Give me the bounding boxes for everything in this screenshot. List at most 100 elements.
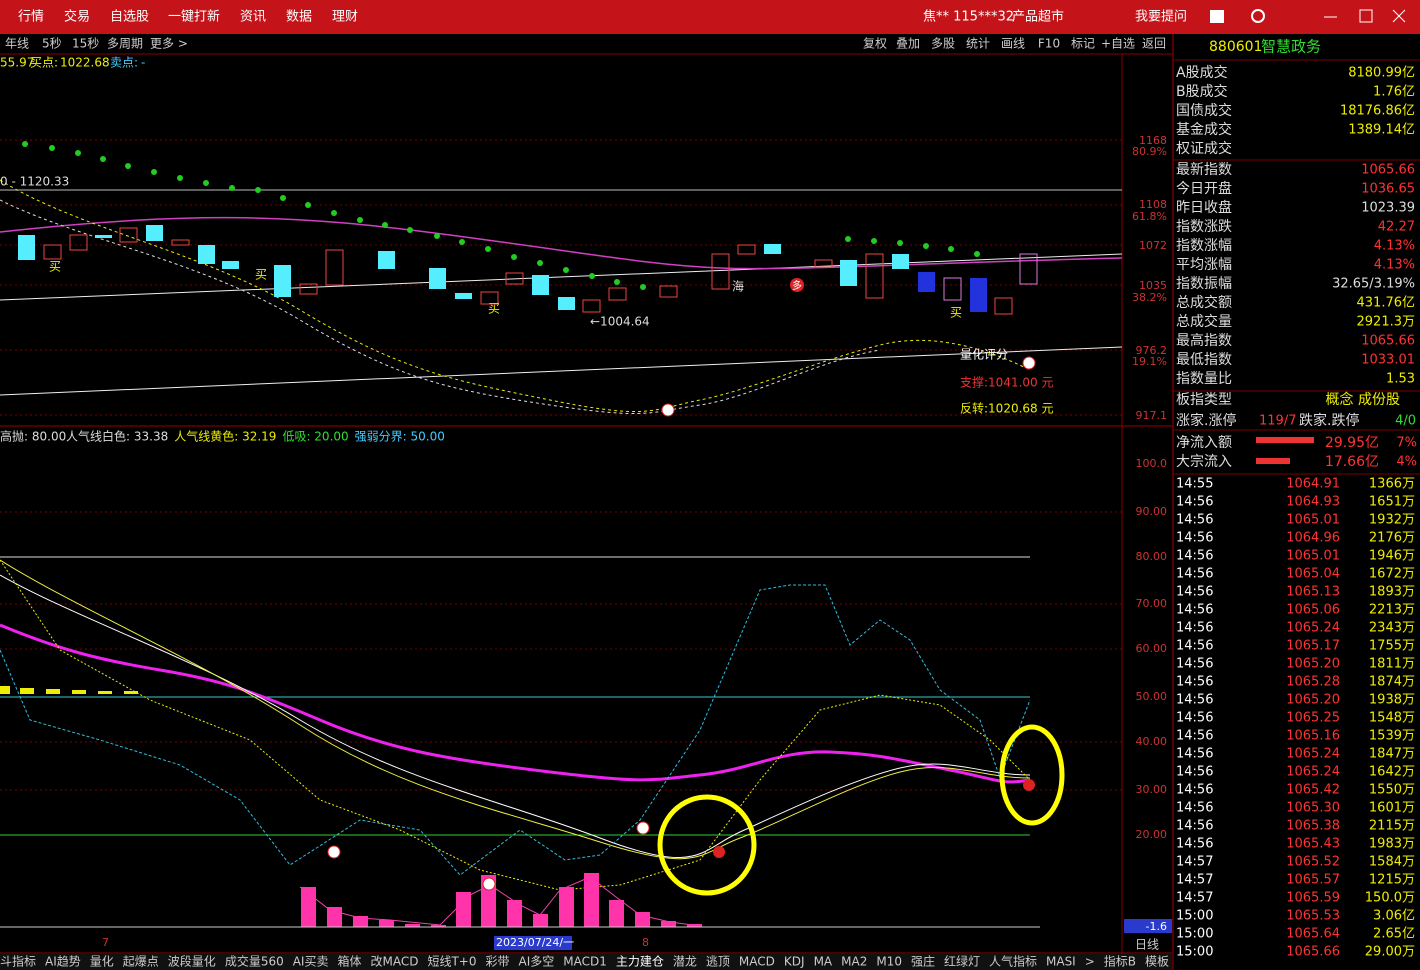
axis-badge [1124,919,1172,933]
indicator-tab[interactable]: 起爆点 [123,955,159,969]
indicator-tab[interactable]: > [1085,955,1095,969]
trade-volume: 3.06亿 [1373,909,1415,924]
indicator-tab[interactable]: 斗指标 [0,954,36,969]
period-button[interactable]: 5秒 [42,37,62,51]
menu-item[interactable]: 资讯 [240,10,266,25]
stat-label: 板指类型 [1176,392,1232,408]
indicator-tab[interactable]: 逃顶 [706,955,730,969]
indicator-tab[interactable]: 短线T+0 [427,955,476,969]
info-value: - [141,56,145,70]
trade-volume: 1938万 [1369,693,1415,708]
legend-item: 强弱分界: 50.00 [355,430,445,444]
stat-value: 431.76亿 [1357,296,1416,311]
price-axis-label: 917.1 [1136,409,1168,422]
stat-label: 涨家.涨停 [1176,412,1236,429]
indicator-tab[interactable]: 潜龙 [673,955,697,969]
trade-time: 14:56 [1176,531,1213,546]
stat-value: 1065.66 [1361,334,1415,349]
stat-value: 18176.86亿 [1340,104,1415,119]
icon-maximize[interactable] [1359,9,1373,23]
annotation: 量化评分 [960,348,1008,362]
indicator-tab[interactable]: 人气指标 [989,954,1037,969]
menu-item[interactable]: 理财 [332,10,358,25]
icon-box[interactable] [1210,10,1224,23]
stat-label: 最低指数 [1176,352,1232,368]
trend-dashed [0,559,1031,891]
tool-button[interactable]: +自选 [1101,37,1135,51]
annotation: 反转:1020.68 元 [960,401,1053,416]
period-button[interactable]: 年线 [5,37,29,51]
period-button[interactable]: 更多 > [150,37,188,51]
tool-button[interactable]: 返回 [1142,37,1166,51]
indicator-tab[interactable]: 强庄 [911,954,935,969]
indicator-tab[interactable]: MA [814,955,833,969]
tool-button[interactable]: F10 [1038,37,1060,51]
trade-volume: 1672万 [1369,567,1415,582]
indicator-tab[interactable]: 模板 [1145,955,1169,969]
indicator-tab[interactable]: M10 [876,955,902,969]
tool-button[interactable]: 标记 [1071,37,1095,51]
trade-time: 14:56 [1176,657,1213,672]
indicator-tab[interactable]: 成交量560 [225,954,284,969]
tool-button[interactable]: 画线 [1001,37,1025,51]
stat-value: 概念 成份股 [1326,391,1400,408]
indicator-tab[interactable]: AI买卖 [293,955,329,969]
tool-button[interactable]: 多股 [931,37,955,51]
trade-time: 15:00 [1176,945,1213,960]
tool-button[interactable]: 复权 [863,37,887,51]
trade-volume: 1932万 [1369,513,1415,528]
trade-volume: 2176万 [1369,531,1415,546]
stat-label: B股成交 [1176,83,1228,100]
trade-volume: 1874万 [1369,675,1415,690]
top-bar [0,0,1420,34]
icon-close[interactable] [1392,9,1406,23]
trade-volume: 2213万 [1369,603,1415,618]
stat-label: 最高指数 [1176,332,1232,349]
period-button[interactable]: 15秒 [72,37,99,51]
indicator-tab[interactable]: 主力建仓 [616,955,664,969]
tab-bar [0,954,1172,970]
signal-icon [1023,779,1035,791]
stat-label: 权证成交 [1176,140,1232,157]
indicator-tab[interactable]: MACD1 [563,955,607,969]
menu-item[interactable]: 一键打新 [168,9,220,25]
indicator-tab[interactable]: 改MACD [370,955,418,969]
indicator-tab[interactable]: KDJ [784,955,805,969]
trade-price: 1064.93 [1286,495,1340,510]
indicator-tab[interactable]: 指标B [1104,954,1136,969]
stat-label: A股成交 [1176,64,1228,81]
menu-item[interactable]: 交易 [64,9,90,25]
indicator-tab[interactable]: 量化 [90,955,114,969]
period-button[interactable]: 多周期 [107,37,143,51]
trade-time: 15:00 [1176,927,1213,942]
trade-volume: 1550万 [1369,783,1415,798]
price-grid [0,139,1122,416]
trade-price: 1065.43 [1286,837,1340,852]
tool-button[interactable]: 统计 [966,37,990,51]
menu-item[interactable]: 行情 [18,10,44,25]
price-axis-label: 1108 [1139,198,1167,211]
indicator-tab[interactable]: AI趋势 [45,955,81,969]
stat-label: 基金成交 [1176,121,1232,138]
menu-item[interactable]: 数据 [286,10,312,25]
indicator-tab[interactable]: MA2 [841,955,867,969]
indicator-axis-label: 40.00 [1136,735,1168,748]
indicator-tab[interactable]: 彩带 [486,955,510,969]
stat-value: 1.53 [1386,372,1415,387]
indicator-tab[interactable]: MASI [1046,955,1076,969]
indicator-tab[interactable]: AI多空 [519,955,555,969]
indicator-tab[interactable]: 箱体 [337,954,361,969]
popularity-yellow [0,559,1031,860]
trade-price: 1065.24 [1286,747,1340,762]
trade-volume: 1584万 [1369,855,1415,870]
signal-text: 海 [732,279,744,294]
indicator-tab[interactable]: MACD [739,955,775,969]
menu-item[interactable]: 自选股 [110,10,149,25]
market-link[interactable]: 产品超市 [1012,9,1064,25]
indicator-tab[interactable]: 红绿灯 [944,954,980,969]
tool-button[interactable]: 叠加 [896,37,920,51]
icon-settings[interactable] [1251,9,1265,23]
help-link[interactable]: 我要提问 [1135,9,1187,25]
legend-item: 人气线黄色: 32.19 [174,429,276,444]
indicator-tab[interactable]: 波段量化 [168,954,216,969]
